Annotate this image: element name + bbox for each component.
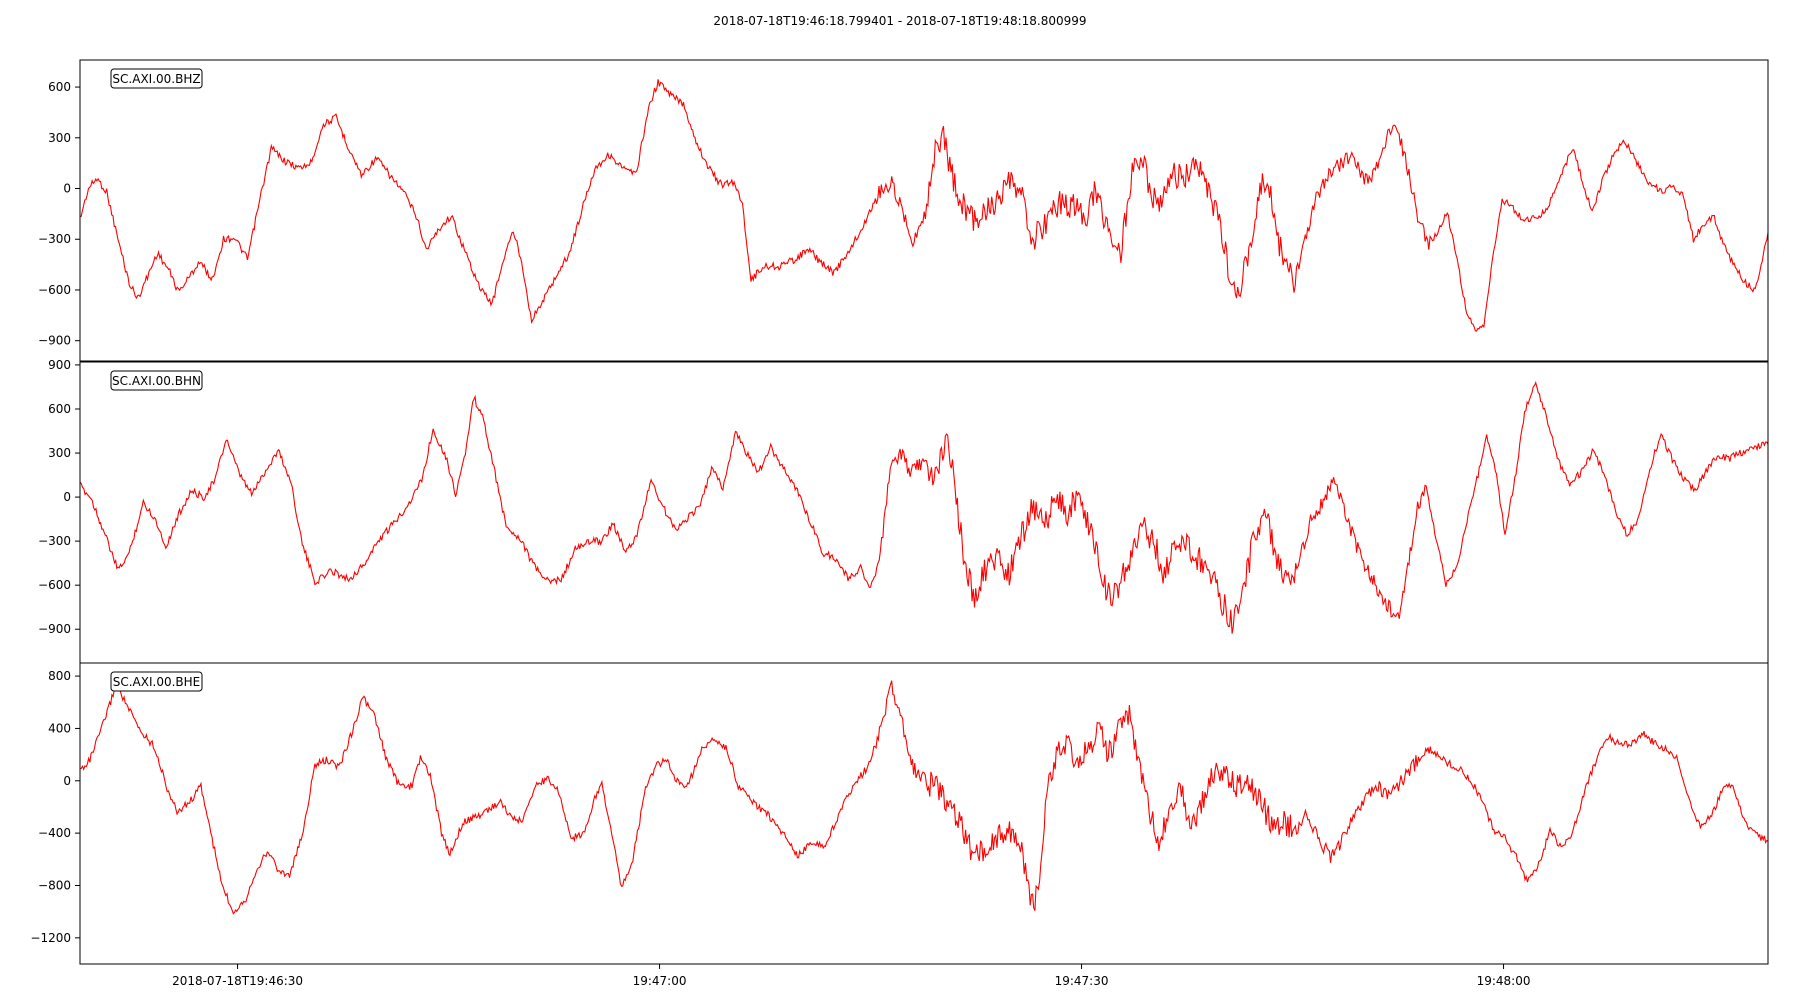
y-tick-label: 300 [48, 131, 71, 145]
y-tick-label: 600 [48, 402, 71, 416]
y-tick-label: −1200 [30, 931, 71, 945]
x-axis: 2018-07-18T19:46:30 19:47:00 19:47:30 19:48… [172, 964, 1531, 988]
y-tick-label: −900 [38, 622, 71, 636]
trace-label-box [110, 68, 203, 89]
y-tick-label: 0 [63, 490, 71, 504]
x-tick-label: 19:48:00 [1477, 974, 1531, 988]
trace-label-box [110, 671, 203, 692]
trace-label-text: SC.AXI.00.BHN [112, 374, 201, 388]
y-tick-label: 600 [48, 80, 71, 94]
trace-bhn [80, 381, 1768, 634]
y-tick-label: 0 [63, 182, 71, 196]
x-tick-label: 2018-07-18T19:46:30 [172, 974, 303, 988]
y-tick-label: −900 [38, 334, 71, 348]
y-tick-label: −300 [38, 232, 71, 246]
y-tick-label: 800 [48, 669, 71, 683]
y-tick-label: −400 [38, 826, 71, 840]
y-tick-label: 0 [63, 774, 71, 788]
trace-label-bhe: SC.AXI.00.BHE [110, 671, 203, 692]
y-tick-label: 900 [48, 358, 71, 372]
panel-bhe: −1200 −800 −400 0 400 800 SC.AXI.00.BHE [30, 662, 1769, 965]
x-tick-label: 19:47:00 [633, 974, 687, 988]
y-tick-label: 400 [48, 721, 71, 735]
panel-bhz: −900 −600 −300 0 300 600 SC.AXI.00.BHZ [38, 59, 1769, 362]
y-tick-label: 300 [48, 446, 71, 460]
panel-frame-bhe [79, 662, 1769, 965]
trace-label-text: SC.AXI.00.BHZ [112, 72, 200, 86]
trace-label-bhn: SC.AXI.00.BHN [110, 370, 203, 391]
trace-bhz [80, 79, 1768, 332]
panel-bhn: −900 −600 −300 0 300 600 900 SC.AXI.00.BHN [38, 358, 1769, 664]
trace-label-bhz: SC.AXI.00.BHZ [110, 68, 203, 89]
trace-bhe [80, 680, 1768, 915]
trace-panels: −900 −600 −300 0 300 600 SC.AXI.00.BHZ −900 −600… [30, 59, 1769, 965]
trace-label-text: SC.AXI.00.BHE [113, 675, 201, 689]
y-tick-label: −800 [38, 878, 71, 892]
x-tick-label: 19:47:30 [1055, 974, 1109, 988]
y-tick-label: −600 [38, 578, 71, 592]
trace-label-box [110, 370, 203, 391]
figure-title: 2018-07-18T19:46:18.799401 - 2018-07-18T… [713, 14, 1086, 28]
y-tick-label: −300 [38, 534, 71, 548]
panel-frame-bhz [79, 59, 1769, 362]
y-tick-label: −600 [38, 283, 71, 297]
